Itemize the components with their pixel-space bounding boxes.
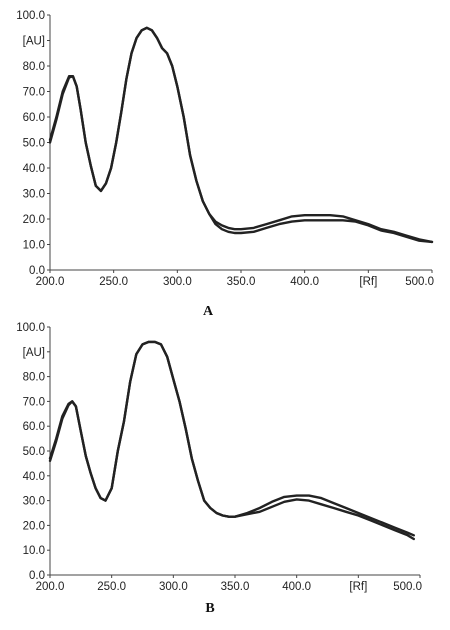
series-lines [48, 340, 415, 541]
y-tick-label: 0.0 [29, 570, 45, 582]
y-tick-labels: 0.0 10.0 20.0 30.0 40.0 50.0 60.0 70.0 80.0 [AU] 1… [16, 322, 45, 582]
y-tick-label: 30.0 [23, 496, 45, 508]
y-tick-label: 40.0 [23, 163, 45, 175]
x-tick-label: 350.0 [227, 276, 256, 288]
y-tick-labels: 0.0 10.0 20.0 30.0 40.0 50.0 60.0 70.0 80.0 [AU] 1… [16, 10, 45, 277]
y-tick-label: 60.0 [23, 112, 45, 124]
x-tick-label: 400.0 [282, 581, 311, 593]
series-line-1 [48, 26, 434, 244]
y-tick-label: 20.0 [23, 214, 45, 226]
x-tick-label: 200.0 [36, 581, 65, 593]
series-line-2 [48, 340, 415, 541]
y-tick-label: 0.0 [29, 265, 45, 277]
y-tick-label: [AU] [23, 347, 45, 359]
panel-label: A [203, 304, 214, 319]
x-tick-label: 250.0 [99, 276, 128, 288]
x-tick-label: 200.0 [36, 276, 65, 288]
y-tick-label: 70.0 [23, 87, 45, 99]
y-tick-label: 100.0 [16, 322, 45, 334]
series-lines [48, 26, 434, 244]
y-tick-label: 60.0 [23, 421, 45, 433]
series-line-2 [48, 26, 434, 244]
x-tick-labels: 200.0 250.0 300.0 350.0 400.0 [Rf] 500.0 [36, 581, 422, 593]
y-tick-label: 50.0 [23, 446, 45, 458]
x-tick-label: 250.0 [97, 581, 126, 593]
x-tick-labels: 200.0 250.0 300.0 350.0 400.0 [Rf] 500.0 [36, 276, 434, 288]
y-tick-label: 100.0 [16, 10, 45, 22]
x-tick-label: 500.0 [393, 581, 422, 593]
series-line-1 [48, 340, 415, 537]
x-tick-label: [Rf] [349, 581, 367, 593]
y-tick-label: 40.0 [23, 471, 45, 483]
y-tick-label: 80.0 [23, 372, 45, 384]
y-tick-label: 20.0 [23, 520, 45, 532]
x-tick-label: 500.0 [405, 276, 434, 288]
x-tick-label: 350.0 [221, 581, 250, 593]
y-tick-label: [AU] [23, 36, 45, 48]
chart-panel-a: 0.0 10.0 20.0 30.0 40.0 50.0 60.0 70.0 80.0 [AU] 1… [16, 10, 434, 319]
y-tick-label: 70.0 [23, 396, 45, 408]
y-tick-label: 30.0 [23, 189, 45, 201]
x-tick-label: [Rf] [359, 276, 377, 288]
x-tick-label: 400.0 [290, 276, 319, 288]
y-tick-label: 10.0 [23, 240, 45, 252]
panel-label: B [205, 601, 214, 616]
y-tick-label: 10.0 [23, 545, 45, 557]
y-tick-label: 80.0 [23, 61, 45, 73]
axes [47, 14, 433, 273]
x-tick-label: 300.0 [159, 581, 188, 593]
x-tick-label: 300.0 [163, 276, 192, 288]
axes [47, 326, 421, 578]
y-tick-label: 50.0 [23, 138, 45, 150]
chart-panel-b: 0.0 10.0 20.0 30.0 40.0 50.0 60.0 70.0 80.0 [AU] 1… [16, 322, 422, 616]
